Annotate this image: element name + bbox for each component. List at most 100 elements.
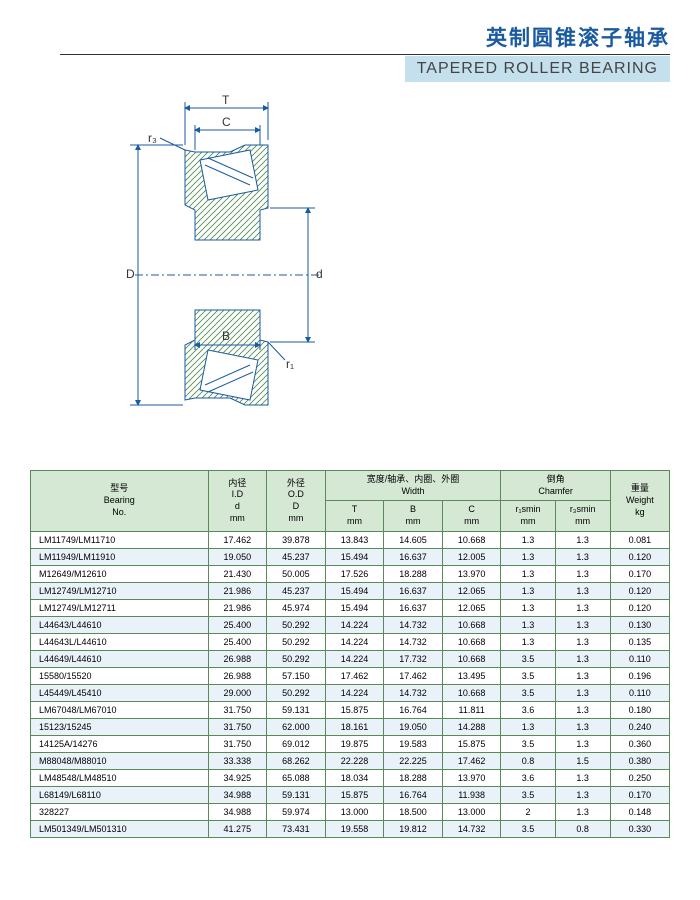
table-row: LM11949/LM1191019.05045.23715.49416.6371…	[31, 548, 670, 565]
table-cell: 0.8	[555, 820, 610, 837]
table-cell: 11.938	[442, 786, 501, 803]
table-cell: 12.065	[442, 599, 501, 616]
table-cell: 0.170	[610, 786, 669, 803]
table-cell: L44649/L44610	[31, 650, 209, 667]
table-cell: 18.161	[325, 718, 384, 735]
table-cell: 1.3	[555, 769, 610, 786]
table-cell: 69.012	[267, 735, 326, 752]
table-cell: 10.668	[442, 684, 501, 701]
table-cell: 19.812	[384, 820, 443, 837]
table-cell: 18.288	[384, 565, 443, 582]
table-cell: 2	[501, 803, 555, 820]
table-cell: 13.970	[442, 769, 501, 786]
table-cell: 50.292	[267, 633, 326, 650]
table-cell: 3.5	[501, 786, 555, 803]
table-cell: L44643/L44610	[31, 616, 209, 633]
dim-label-C: C	[222, 115, 231, 129]
table-cell: 25.400	[208, 616, 267, 633]
table-cell: 50.292	[267, 650, 326, 667]
table-cell: 59.131	[267, 786, 326, 803]
th-od: 外径O.DDmm	[267, 471, 326, 532]
table-body: LM11749/LM1171017.46239.87813.84314.6051…	[31, 531, 670, 837]
table-cell: 0.360	[610, 735, 669, 752]
table-row: L44649/L4461026.98850.29214.22417.73210.…	[31, 650, 670, 667]
table-cell: 50.292	[267, 616, 326, 633]
table-cell: 15580/15520	[31, 667, 209, 684]
table-cell: 0.380	[610, 752, 669, 769]
table-cell: 25.400	[208, 633, 267, 650]
th-weight: 重量Weightkg	[610, 471, 669, 532]
table-cell: 59.974	[267, 803, 326, 820]
table-cell: 26.988	[208, 667, 267, 684]
table-cell: 14.732	[384, 633, 443, 650]
table-cell: 18.034	[325, 769, 384, 786]
table-row: LM11749/LM1171017.46239.87813.84314.6051…	[31, 531, 670, 548]
table-cell: 19.050	[208, 548, 267, 565]
table-cell: 26.988	[208, 650, 267, 667]
table-row: 32822734.98859.97413.00018.50013.00021.3…	[31, 803, 670, 820]
table-cell: 15123/15245	[31, 718, 209, 735]
table-cell: 16.764	[384, 786, 443, 803]
table-cell: 3.6	[501, 701, 555, 718]
table-cell: 0.081	[610, 531, 669, 548]
table-cell: 17.462	[325, 667, 384, 684]
table-cell: LM67048/LM67010	[31, 701, 209, 718]
table-cell: 65.088	[267, 769, 326, 786]
th-width-T: Tmm	[325, 501, 384, 531]
table-cell: 34.988	[208, 786, 267, 803]
table-cell: 19.583	[384, 735, 443, 752]
table-cell: 73.431	[267, 820, 326, 837]
table-cell: 1.3	[555, 599, 610, 616]
table-cell: 68.262	[267, 752, 326, 769]
table-cell: 0.120	[610, 548, 669, 565]
table-cell: 16.637	[384, 548, 443, 565]
table-row: L68149/L6811034.98859.13115.87516.76411.…	[31, 786, 670, 803]
table-cell: 14.288	[442, 718, 501, 735]
table-cell: 45.237	[267, 582, 326, 599]
table-row: LM12749/LM1271021.98645.23715.49416.6371…	[31, 582, 670, 599]
th-width-B: Bmm	[384, 501, 443, 531]
table-row: LM12749/LM1271121.98645.97415.49416.6371…	[31, 599, 670, 616]
table-cell: 10.668	[442, 531, 501, 548]
table-cell: 15.875	[325, 786, 384, 803]
table-cell: 1.3	[555, 718, 610, 735]
dim-label-T: T	[222, 93, 230, 107]
table-row: LM48548/LM4851034.92565.08818.03418.2881…	[31, 769, 670, 786]
table-cell: 0.8	[501, 752, 555, 769]
table-cell: 12.065	[442, 582, 501, 599]
table-cell: 14.732	[442, 820, 501, 837]
table-cell: 45.974	[267, 599, 326, 616]
table-cell: 33.338	[208, 752, 267, 769]
table-cell: 19.558	[325, 820, 384, 837]
table-cell: 13.000	[325, 803, 384, 820]
table-cell: 14.732	[384, 616, 443, 633]
table-cell: 14125A/14276	[31, 735, 209, 752]
table-cell: L44643L/L44610	[31, 633, 209, 650]
table-row: L44643/L4461025.40050.29214.22414.73210.…	[31, 616, 670, 633]
table-cell: 14.224	[325, 684, 384, 701]
header-divider	[60, 54, 670, 55]
table-cell: 328227	[31, 803, 209, 820]
dim-label-r1: r₁	[286, 357, 294, 371]
table-cell: 50.005	[267, 565, 326, 582]
title-english: TAPERED ROLLER BEARING	[417, 60, 658, 77]
table-cell: 1.3	[501, 633, 555, 650]
table-cell: 13.495	[442, 667, 501, 684]
title-english-wrap: TAPERED ROLLER BEARING	[405, 56, 670, 82]
table-cell: 11.811	[442, 701, 501, 718]
table-cell: L68149/L68110	[31, 786, 209, 803]
table-cell: LM11749/LM11710	[31, 531, 209, 548]
table-cell: 16.764	[384, 701, 443, 718]
table-cell: 14.224	[325, 616, 384, 633]
table-cell: 14.224	[325, 650, 384, 667]
table-cell: 0.148	[610, 803, 669, 820]
spec-table: 型号BearingNo. 内径I.Ddmm 外径O.DDmm 宽度/轴承、内圈、…	[30, 470, 670, 838]
table-cell: 17.462	[384, 667, 443, 684]
table-cell: 3.5	[501, 735, 555, 752]
table-cell: LM501349/LM501310	[31, 820, 209, 837]
table-cell: 18.288	[384, 769, 443, 786]
table-cell: L45449/L45410	[31, 684, 209, 701]
table-cell: 14.732	[384, 684, 443, 701]
table-cell: 0.135	[610, 633, 669, 650]
table-cell: 0.170	[610, 565, 669, 582]
